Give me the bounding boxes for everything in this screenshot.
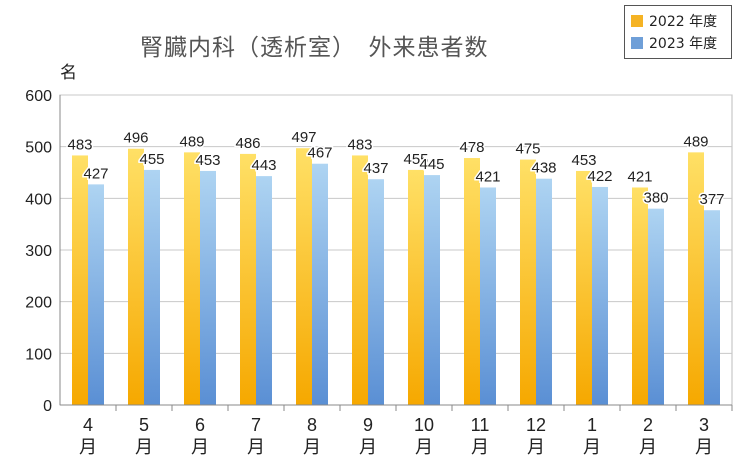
data-label-2022: 478 [459,139,484,156]
bar-2022 [72,155,88,405]
bar-2022 [408,169,424,405]
legend-label-2023: 2023 年度 [649,36,718,52]
data-label-2022: 489 [179,133,204,150]
x-tick-label-unit: 月 [79,437,97,458]
y-tick-label: 400 [25,191,52,208]
data-label-2023: 380 [643,190,668,207]
bar-2022 [184,152,200,405]
x-tick-label-number: 1 [587,415,597,435]
y-tick-label: 600 [25,88,52,105]
x-tick-label-number: 5 [139,415,149,435]
bar-2023 [312,163,328,405]
bar-2022 [296,148,312,405]
legend-label-2022: 2022 年度 [649,14,718,30]
bar-2023 [88,184,104,405]
bar-2022 [240,153,256,405]
legend-item-2023: 2023 年度 [631,32,725,54]
data-label-2022: 496 [123,130,148,147]
data-label-2022: 455 [403,151,428,168]
data-label-2022: 483 [347,136,372,153]
bar-2023 [368,179,384,405]
bar-2023 [704,210,720,405]
x-tick-label-unit: 月 [639,437,657,458]
legend-swatch-2022 [631,15,643,27]
data-label-2022: 453 [571,152,596,169]
data-label-2022: 489 [683,133,708,150]
y-tick-label: 500 [25,140,52,157]
y-tick-label: 300 [25,243,52,260]
legend: 2022 年度 2023 年度 [624,5,732,59]
x-tick-label-number: 6 [195,415,205,435]
bar-2023 [592,186,608,405]
data-label-2023: 427 [83,165,108,182]
data-label-2023: 445 [419,156,444,173]
x-tick-label-unit: 月 [303,437,321,458]
bar-2023 [144,169,160,405]
x-tick-label-unit: 月 [247,437,265,458]
x-tick-label-unit: 月 [359,437,377,458]
bar-2022 [688,152,704,405]
x-tick-label-number: 3 [699,415,709,435]
x-tick-label-unit: 月 [695,437,713,458]
bar-2023 [536,178,552,405]
data-label-2022: 486 [235,135,260,152]
bar-2023 [424,175,440,405]
data-label-2023: 455 [139,151,164,168]
data-label-2023: 422 [587,168,612,185]
data-label-2022: 475 [515,141,540,158]
x-tick-label-unit: 月 [471,437,489,458]
data-label-2023: 467 [307,145,332,162]
bar-2023 [200,170,216,405]
data-label-2023: 421 [475,168,500,185]
y-axis-unit: 名 [60,63,77,83]
bar-2023 [648,208,664,405]
x-tick-label-number: 8 [307,415,317,435]
x-tick-label-number: 2 [643,415,653,435]
x-tick-label-number: 9 [363,415,373,435]
bar-2023 [480,187,496,405]
x-tick-label-number: 4 [83,415,93,435]
x-tick-label-number: 11 [471,415,490,435]
x-tick-label-unit: 月 [527,437,545,458]
legend-item-2022: 2022 年度 [631,10,725,32]
bar-2022 [632,187,648,405]
x-tick-label-unit: 月 [135,437,153,458]
data-label-2022: 483 [67,136,92,153]
data-label-2022: 421 [627,168,652,185]
data-label-2023: 443 [251,157,276,174]
x-tick-label-number: 7 [251,415,261,435]
bar-2023 [256,176,272,405]
x-tick-label-unit: 月 [191,437,209,458]
data-label-2023: 377 [699,191,724,208]
data-label-2023: 453 [195,152,220,169]
legend-swatch-2023 [631,37,643,49]
data-label-2023: 438 [531,160,556,177]
x-tick-label-number: 10 [414,415,434,435]
x-tick-label-unit: 月 [583,437,601,458]
y-tick-label: 100 [25,346,52,363]
y-tick-label: 200 [25,295,52,312]
bar-2022 [352,155,368,405]
bar-2022 [520,159,536,405]
y-tick-label: 0 [43,398,52,415]
bar-2022 [576,170,592,405]
x-tick-label-unit: 月 [415,437,433,458]
data-label-2022: 497 [291,129,316,146]
chart-title: 腎臓内科（透析室） 外来患者数 [140,35,489,61]
bar-2022 [128,148,144,405]
data-label-2023: 437 [363,160,388,177]
x-tick-label-number: 12 [526,415,546,435]
bar-2022 [464,158,480,405]
